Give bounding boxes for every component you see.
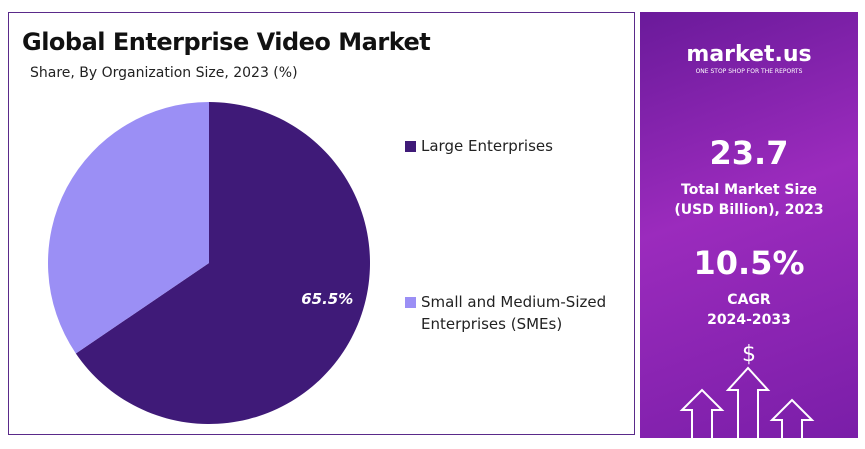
market-size-label: (USD Billion), 2023 <box>674 202 824 218</box>
chart-frame <box>8 12 635 435</box>
pie-slice <box>48 102 209 354</box>
chart-title: Global Enterprise Video Market <box>22 28 431 56</box>
legend-label: Small and Medium-Sized Enterprises (SMEs… <box>421 293 607 333</box>
legend-item: Small and Medium-Sized Enterprises (SMEs… <box>405 291 646 335</box>
arrows-decoration <box>679 366 815 438</box>
value-label: 65.5% <box>301 290 353 308</box>
pie-slice <box>75 102 370 424</box>
legend-swatch <box>405 141 416 152</box>
market-size: 23.7 <box>709 134 789 172</box>
chart-subtitle: Share, By Organization Size, 2023 (%) <box>30 65 298 81</box>
tagline: ONE STOP SHOP FOR THE REPORTS <box>695 68 803 75</box>
side-panel: market.us ONE STOP SHOP FOR THE REPORTS … <box>640 12 858 438</box>
market-size-label: Total Market Size <box>681 182 817 198</box>
cagr-label: 2024-2033 <box>707 312 791 328</box>
legend-swatch <box>405 297 416 308</box>
pie-chart: 65.5% <box>48 102 370 424</box>
brand: market.us <box>686 42 812 67</box>
legend-label: Large Enterprises <box>421 137 553 155</box>
cagr-label: CAGR <box>727 292 771 308</box>
legend-item: Large Enterprises <box>405 135 646 157</box>
cagr: 10.5% <box>693 244 805 282</box>
currency-icon: $ <box>742 342 756 367</box>
